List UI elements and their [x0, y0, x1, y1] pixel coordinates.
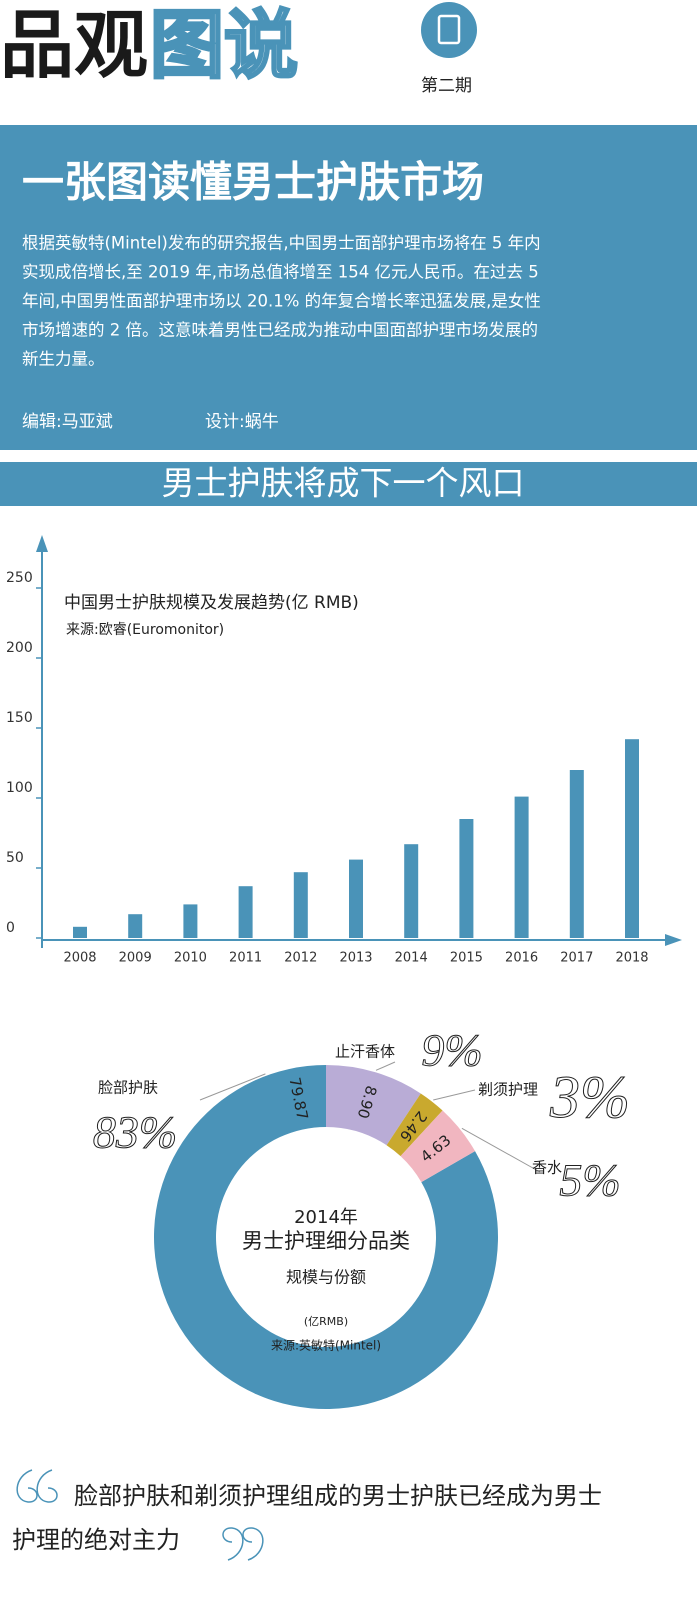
bar-source: 来源:欧睿(Euromonitor) [66, 622, 224, 638]
x-tick-label: 2016 [505, 951, 538, 966]
donut-slice [400, 1110, 476, 1183]
bar [569, 770, 584, 938]
donut-slice [386, 1093, 443, 1157]
quote-mark [36, 1469, 58, 1503]
y-tick-label: 0 [6, 920, 15, 936]
share-label: 9% [421, 1025, 482, 1076]
quote-mark [16, 1469, 38, 1503]
leader-line [461, 1127, 541, 1173]
bar [459, 819, 474, 938]
bar [293, 872, 308, 938]
intro-line: 根据英敏特(Mintel)发布的研究报告,中国男士面部护理市场将在 5 年内 [22, 234, 541, 253]
issue: 第二期 [421, 76, 472, 96]
x-tick-label: 2012 [284, 951, 317, 966]
bar [238, 886, 253, 938]
x-tick-label: 2010 [174, 951, 207, 966]
bar [625, 739, 639, 938]
bar-chart: 0 50 100 150 200 250 2008 2009 2010 2011 2012 2013 2… [6, 570, 649, 966]
donut-slice [326, 1065, 421, 1146]
intro-line: 新生力量。 [22, 350, 105, 369]
logo-blue: 图说 [150, 3, 298, 89]
category-label: 脸部护肤 [98, 1079, 158, 1097]
pie-source: 来源:英敏特(Mintel) [271, 1338, 381, 1353]
intro-panel [0, 125, 697, 450]
y-tick-label: 200 [6, 640, 33, 656]
logo-black: 品观 [0, 3, 148, 89]
bar [349, 859, 363, 938]
designer: 设计:蜗牛 [205, 412, 279, 432]
pie-unit: (亿RMB) [304, 1315, 348, 1328]
category-label: 香水 [532, 1159, 562, 1177]
x-tick-label: 2009 [119, 951, 152, 966]
leader-line [375, 1061, 396, 1071]
bar [73, 926, 87, 938]
section-title: 男士护肤将成下一个风口 [162, 464, 525, 503]
editor: 编辑:马亚斌 [22, 412, 113, 432]
leader-line [199, 1073, 266, 1101]
bar [183, 904, 198, 938]
quote-mark [222, 1527, 244, 1561]
intro-line: 实现成倍增长,至 2019 年,市场总值将增至 154 亿元人民币。在过去 5 [22, 263, 539, 282]
share-label: 5% [559, 1155, 620, 1206]
bar [404, 844, 419, 938]
quote-open [16, 1469, 58, 1503]
icon-doc [437, 14, 461, 45]
y-tick-label: 50 [6, 850, 24, 866]
share-label: 83% [93, 1107, 177, 1158]
intro-line: 年间,中国男性面部护理市场以 20.1% 的年复合增长率迅猛发展,是女性 [22, 292, 541, 311]
x-tick-label: 2018 [615, 951, 648, 966]
x-arrow [665, 934, 682, 946]
bar-title: 中国男士护肤规模及发展趋势(亿 RMB) [64, 593, 359, 613]
quote-line: 护理的绝对主力 [12, 1526, 180, 1554]
intro-line: 市场增速的 2 倍。这意味着男性已经成为推动中国面部护理市场发展的 [22, 321, 538, 340]
quote-close [222, 1527, 264, 1561]
leader-line [433, 1089, 476, 1101]
donut-slice [153, 1065, 498, 1409]
pie-title: 2014年 [294, 1207, 358, 1228]
bar [514, 796, 529, 938]
section-bar [0, 462, 697, 506]
x-tick-label: 2008 [63, 951, 96, 966]
intro-text: 根据英敏特(Mintel)发布的研究报告,中国男士面部护理市场将在 5 年内实现… [22, 234, 541, 369]
share-label: 3% [549, 1064, 630, 1130]
x-tick-label: 2014 [395, 951, 428, 966]
bar [128, 914, 143, 938]
quote-mark [242, 1527, 264, 1561]
pie-subtitle: 男士护理细分品类 [242, 1229, 410, 1253]
intro-title: 一张图读懂男士护肤市场 [22, 158, 484, 207]
category-label: 止汗香体 [335, 1043, 395, 1061]
x-tick-label: 2015 [450, 951, 483, 966]
category-label: 剃须护理 [478, 1081, 538, 1099]
y-arrow [36, 535, 48, 552]
y-tick-label: 100 [6, 780, 33, 796]
y-tick-label: 250 [6, 570, 33, 586]
x-tick-label: 2011 [229, 951, 262, 966]
x-tick-label: 2017 [560, 951, 593, 966]
pie-subtitle2: 规模与份额 [286, 1268, 366, 1287]
x-tick-label: 2013 [339, 951, 372, 966]
icon [421, 2, 477, 58]
y-tick-label: 150 [6, 710, 33, 726]
quote-line: 脸部护肤和剃须护理组成的男士护肤已经成为男士 [74, 1482, 602, 1510]
